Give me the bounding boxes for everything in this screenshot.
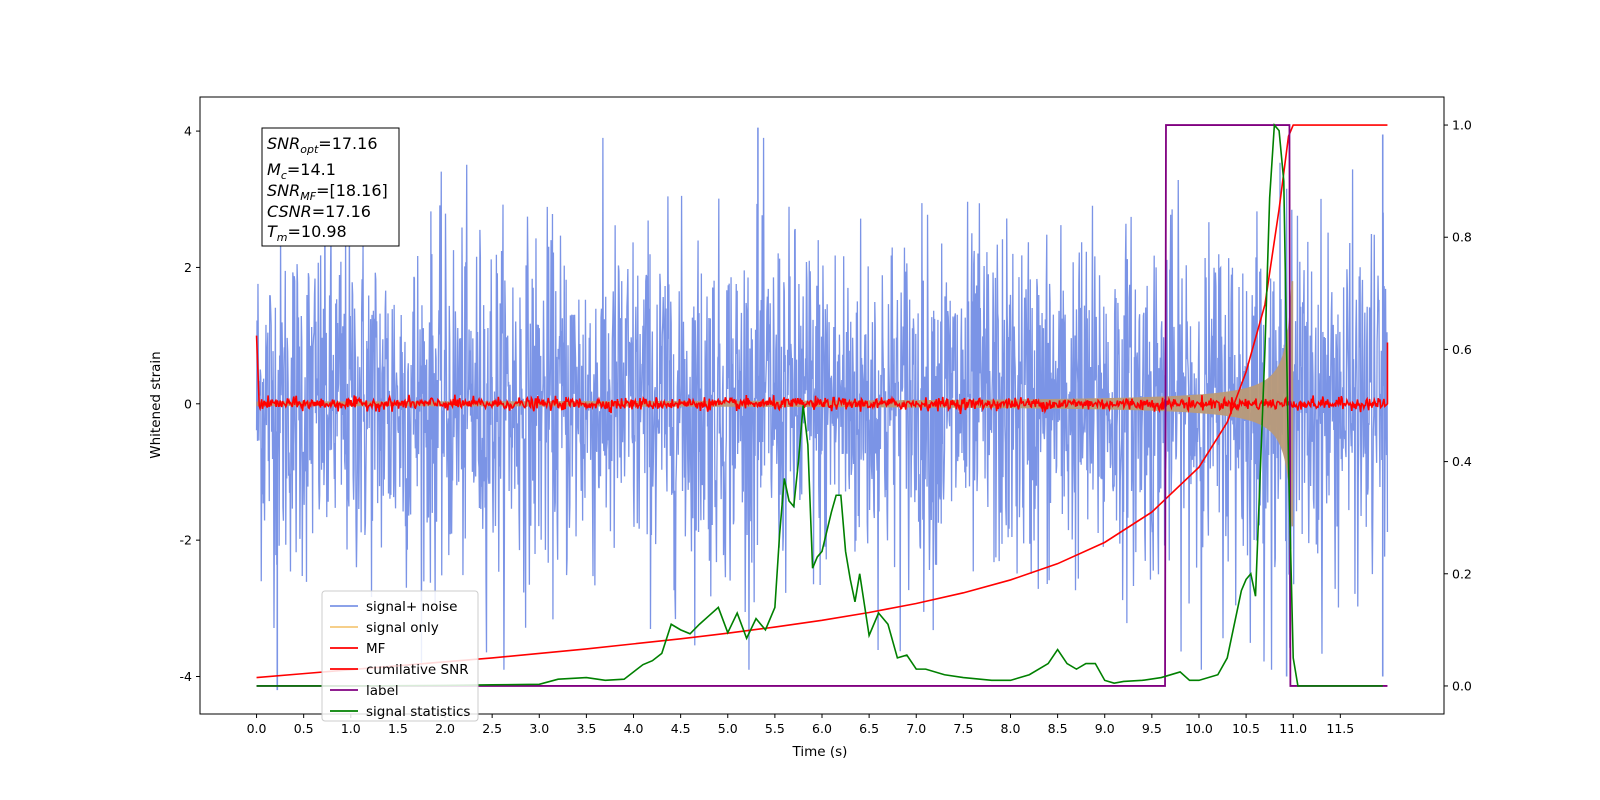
series-signal-statistics: [256, 123, 1383, 687]
x-tick-label: 6.5: [859, 721, 879, 736]
y-right-tick-label: 0.4: [1452, 454, 1472, 469]
x-tick-label: 3.5: [576, 721, 596, 736]
x-tick-label: 11.0: [1279, 721, 1307, 736]
info-box-frame: [261, 127, 400, 247]
x-tick-label: 6.0: [812, 721, 832, 736]
x-tick-label: 10.5: [1232, 721, 1260, 736]
signal-statistics-layer: [256, 123, 1383, 687]
x-tick-label: 9.0: [1095, 721, 1115, 736]
x-tick-label: 0.5: [294, 721, 314, 736]
legend-label: signal+ noise: [366, 599, 457, 615]
x-tick-label: 5.5: [765, 721, 785, 736]
x-tick-label: 8.5: [1048, 721, 1068, 736]
y-left-tick-label: 0: [184, 396, 192, 411]
y-left-tick-label: 4: [184, 124, 192, 139]
x-tick-label: 10.0: [1185, 721, 1213, 736]
x-tick-label: 5.0: [718, 721, 738, 736]
x-tick-label: 2.5: [482, 721, 502, 736]
x-tick-label: 0.0: [247, 721, 267, 736]
info-tm: Tm=10.98: [267, 222, 347, 244]
x-axis-ticks: 0.0 0.5 1.0 1.5 2.0 2.5 3.0 3.5 4.0 4.5 5.0 5.5 6.0 6…: [247, 714, 1354, 736]
y-right-tick-label: 0.2: [1452, 566, 1472, 581]
y-left-tick-label: -2: [180, 533, 192, 548]
legend: signal+ noise signal only MF cumilative SNR…: [321, 590, 479, 722]
y-left-ticks: -4 -2 0 2 4: [180, 124, 200, 684]
legend-label: label: [366, 683, 399, 699]
info-mc: Mc=14.1: [267, 160, 336, 182]
x-tick-label: 7.5: [953, 721, 973, 736]
y-axis-label: Whitened strain: [148, 351, 164, 458]
x-axis-label: Time (s): [792, 744, 848, 760]
x-tick-label: 9.5: [1142, 721, 1162, 736]
y-right-tick-label: 1.0: [1452, 118, 1472, 133]
y-right-ticks: 0.0 0.2 0.4 0.6 0.8 1.0: [1444, 118, 1472, 693]
info-csnr: CSNR=17.16: [267, 202, 371, 221]
x-tick-label: 3.0: [529, 721, 549, 736]
legend-label: MF: [366, 641, 385, 657]
x-tick-label: 1.0: [341, 721, 361, 736]
y-right-tick-label: 0.8: [1452, 230, 1472, 245]
mf-layer: [255, 335, 1389, 415]
info-snr-opt: SNRopt=17.16: [267, 134, 378, 156]
y-left-tick-label: 2: [184, 260, 192, 275]
legend-label: signal only: [366, 620, 439, 636]
series-signal-noise-spikes: [276, 127, 1384, 691]
legend-label: signal statistics: [366, 704, 470, 720]
series-mf: [255, 335, 1389, 415]
y-right-tick-label: 0.0: [1452, 678, 1472, 693]
info-box: SNRopt=17.16 Mc=14.1 SNRMF=[18.16] CSNR=…: [261, 127, 400, 247]
legend-frame: [321, 590, 479, 722]
info-snr-mf: SNRMF=[18.16]: [267, 181, 388, 203]
y-right-tick-label: 0.6: [1452, 342, 1472, 357]
y-left-tick-label: -4: [180, 669, 193, 684]
legend-label: cumilative SNR: [366, 662, 469, 678]
x-tick-label: 4.5: [671, 721, 691, 736]
x-tick-label: 11.5: [1326, 721, 1354, 736]
x-tick-label: 4.0: [624, 721, 644, 736]
x-tick-label: 2.0: [435, 721, 455, 736]
x-tick-label: 8.0: [1001, 721, 1021, 736]
x-tick-label: 7.0: [906, 721, 926, 736]
x-tick-label: 1.5: [388, 721, 408, 736]
